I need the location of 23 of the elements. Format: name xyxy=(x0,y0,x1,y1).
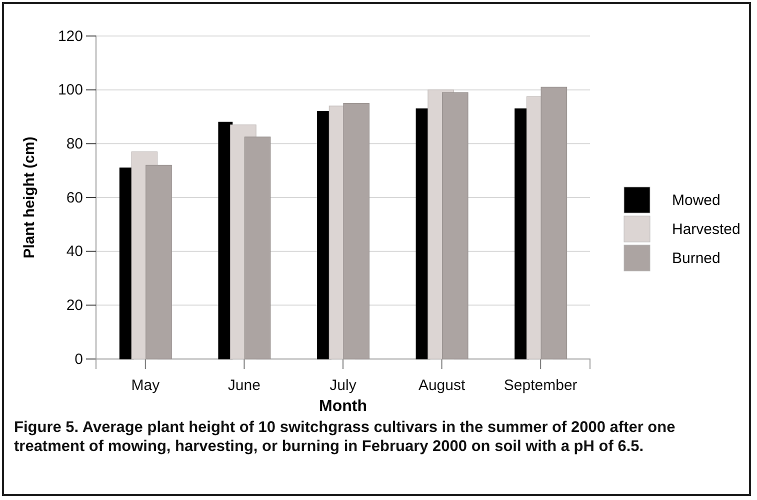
x-tick-label: May xyxy=(131,377,160,394)
legend-label: Harvested xyxy=(672,221,740,238)
bar xyxy=(244,136,271,360)
y-tick-label: 60 xyxy=(66,189,83,206)
x-tick-label: June xyxy=(228,377,260,394)
y-tick-label: 100 xyxy=(58,82,83,99)
y-tick-label: 80 xyxy=(66,135,83,152)
bar xyxy=(442,92,468,360)
y-tick-label: 20 xyxy=(66,296,83,314)
x-axis-title: Month xyxy=(319,398,367,415)
bar xyxy=(343,102,370,360)
y-tick-label: 40 xyxy=(66,243,83,260)
y-axis-title: Plant height (cm) xyxy=(21,136,38,258)
y-tick-label: 0 xyxy=(74,350,83,368)
x-tick-label: July xyxy=(330,377,357,394)
legend-label: Burned xyxy=(672,250,720,267)
bar xyxy=(146,164,172,360)
y-tick-label: 120 xyxy=(58,28,83,45)
bar xyxy=(540,86,568,360)
x-tick-label: September xyxy=(504,377,578,394)
x-tick-label: August xyxy=(418,377,466,394)
caption: Figure 5. Average plant height of 10 switchgrass cultivars in the summer of 2000 after one treatment of mowing, harvesting, or burning in February 2000 on soil with a pH of 6.5. xyxy=(14,418,676,456)
legend-label: Mowed xyxy=(672,192,720,209)
